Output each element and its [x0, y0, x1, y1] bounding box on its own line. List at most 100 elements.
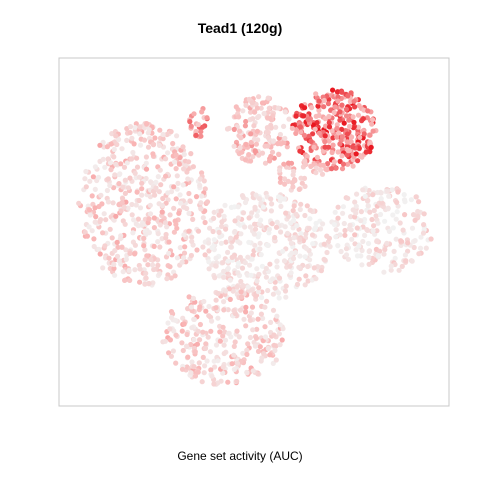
- scatter-point: [254, 128, 260, 134]
- scatter-point: [315, 103, 321, 109]
- scatter-point: [247, 262, 253, 268]
- scatter-point: [276, 167, 283, 173]
- scatter-point: [291, 235, 297, 241]
- scatter-point: [98, 192, 104, 198]
- scatter-point: [260, 204, 267, 210]
- scatter-point: [362, 193, 368, 199]
- scatter-point: [390, 225, 396, 231]
- scatter-point: [275, 290, 282, 296]
- scatter-point: [307, 207, 313, 213]
- scatter-point: [305, 278, 311, 284]
- scatter-point: [412, 217, 418, 223]
- scatter-point: [337, 109, 343, 115]
- scatter-point: [384, 240, 390, 246]
- scatter-point: [415, 213, 421, 219]
- scatter-point: [265, 287, 271, 294]
- scatter-point: [245, 284, 251, 290]
- scatter-point: [267, 352, 273, 358]
- scatter-point: [270, 276, 276, 282]
- scatter-point: [299, 180, 305, 186]
- scatter-point: [132, 267, 138, 273]
- scatter-point: [256, 113, 262, 119]
- scatter-point: [151, 243, 157, 249]
- scatter-point: [365, 203, 371, 209]
- scatter-point: [144, 253, 150, 259]
- scatter-point: [335, 98, 341, 104]
- scatter-point: [167, 212, 173, 218]
- scatter-point: [118, 161, 124, 167]
- scatter-point: [200, 354, 206, 360]
- scatter-point: [198, 206, 204, 212]
- scatter-point: [220, 370, 226, 376]
- scatter-point: [196, 360, 202, 366]
- scatter-point: [350, 207, 356, 213]
- scatter-point: [132, 125, 138, 131]
- scatter-point: [292, 178, 298, 184]
- scatter-point: [330, 135, 336, 141]
- scatter-point: [325, 161, 331, 167]
- scatter-point: [248, 139, 254, 145]
- scatter-point: [242, 123, 248, 129]
- scatter-point: [226, 286, 232, 292]
- scatter-point: [279, 337, 285, 343]
- scatter-point: [224, 126, 231, 132]
- scatter-point: [257, 240, 263, 246]
- scatter-point: [213, 297, 219, 303]
- scatter-point: [375, 253, 381, 259]
- scatter-point: [393, 236, 399, 242]
- scatter-point: [389, 187, 395, 193]
- scatter-point: [120, 184, 126, 190]
- scatter-point: [275, 141, 281, 147]
- scatter-point: [274, 258, 280, 264]
- scatter-point: [254, 278, 260, 284]
- scatter-point: [264, 298, 270, 304]
- scatter-point: [112, 272, 118, 278]
- scatter-point: [246, 96, 252, 102]
- scatter-point: [125, 205, 131, 211]
- scatter-point: [212, 275, 218, 281]
- scatter-point: [369, 121, 375, 127]
- scatter-point: [285, 214, 291, 220]
- scatter-point: [273, 357, 279, 363]
- scatter-point: [377, 211, 384, 218]
- scatter-point: [222, 337, 229, 343]
- scatter-point: [198, 200, 204, 206]
- scatter-point: [221, 268, 227, 274]
- scatter-point: [352, 214, 358, 220]
- scatter-point: [288, 240, 294, 246]
- scatter-point: [312, 126, 318, 132]
- scatter-point: [189, 325, 195, 331]
- scatter-point: [428, 236, 434, 242]
- scatter-point: [225, 330, 232, 336]
- scatter-point: [320, 221, 326, 227]
- scatter-point: [131, 217, 137, 223]
- scatter-point: [256, 271, 262, 277]
- scatter-point: [112, 172, 118, 178]
- scatter-point: [229, 254, 235, 260]
- scatter-point: [272, 285, 278, 291]
- scatter-point: [331, 109, 337, 116]
- scatter-point: [253, 293, 259, 299]
- scatter-point: [356, 145, 362, 151]
- scatter-point: [405, 240, 411, 246]
- scatter-point: [163, 156, 169, 162]
- scatter-point: [134, 155, 140, 161]
- scatter-point: [96, 246, 102, 252]
- scatter-point: [119, 200, 125, 206]
- scatter-point: [137, 205, 144, 211]
- scatter-point: [136, 174, 142, 180]
- scatter-point: [276, 151, 282, 158]
- scatter-point: [220, 364, 226, 370]
- scatter-point: [157, 244, 163, 250]
- scatter-point: [83, 184, 89, 190]
- scatter-point: [157, 167, 163, 173]
- scatter-point: [231, 126, 237, 132]
- scatter-point: [382, 218, 388, 224]
- scatter-point: [218, 240, 224, 246]
- scatter-point: [337, 117, 343, 123]
- scatter-point: [343, 106, 349, 112]
- scatter-point: [208, 328, 214, 334]
- scatter-point: [112, 248, 118, 254]
- scatter-point: [143, 154, 149, 160]
- scatter-point: [329, 128, 335, 134]
